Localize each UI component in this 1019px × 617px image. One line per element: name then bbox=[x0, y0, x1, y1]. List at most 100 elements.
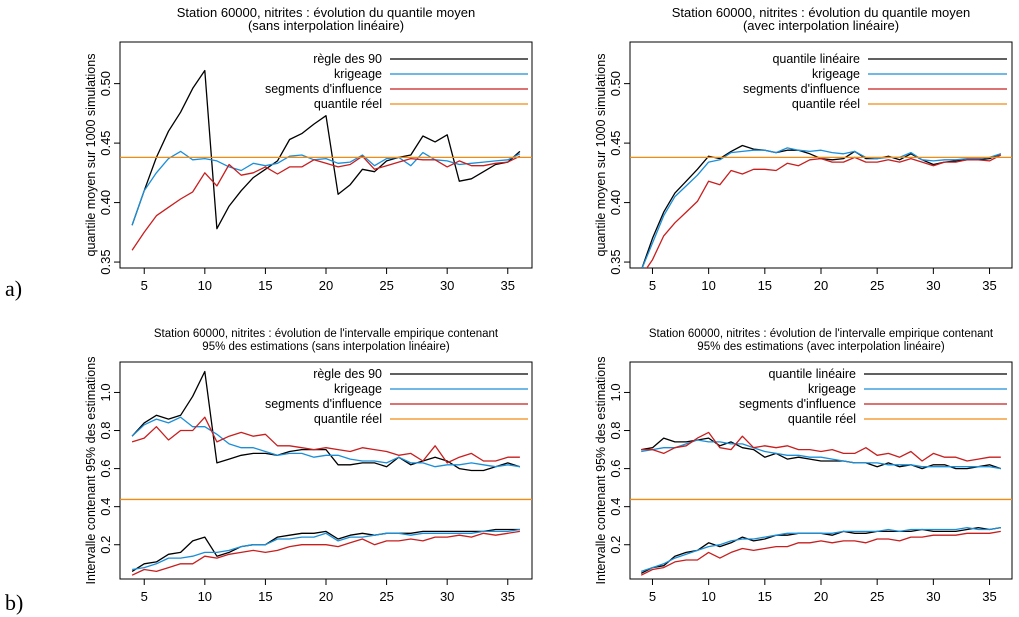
y-tick-label: 0.50 bbox=[608, 71, 623, 96]
x-tick-label: 35 bbox=[982, 278, 996, 293]
y-tick-label: 0.6 bbox=[98, 460, 113, 478]
legend-label: segments d'influence bbox=[739, 397, 856, 411]
series-line-segments-d-influence bbox=[646, 154, 1002, 268]
legend-label: quantile linéaire bbox=[768, 367, 856, 381]
chart-subtitle: 95% des estimations (sans interpolation … bbox=[202, 341, 450, 353]
x-tick-label: 25 bbox=[870, 589, 884, 604]
data-layer bbox=[630, 431, 1012, 576]
legend-label: quantile linéaire bbox=[772, 52, 860, 66]
x-tick-label: 5 bbox=[141, 278, 148, 293]
series-line-lower-bound bbox=[640, 526, 1001, 574]
series-line-quantile-lin-aire bbox=[641, 144, 1002, 268]
legend-label: quantile réel bbox=[314, 97, 382, 111]
x-tick-label: 25 bbox=[379, 278, 393, 293]
y-tick-label: 1.0 bbox=[98, 383, 113, 401]
x-tick-label: 25 bbox=[379, 589, 393, 604]
y-tick-label: 0.2 bbox=[98, 536, 113, 554]
x-tick-label: 15 bbox=[258, 278, 272, 293]
y-tick-label: 0.6 bbox=[608, 460, 623, 478]
y-tick-label: 0.4 bbox=[98, 498, 113, 516]
series-line-krigeage bbox=[641, 439, 1001, 470]
series-line-quantile-lin-aire bbox=[641, 437, 1002, 470]
y-tick-label: 0.50 bbox=[98, 71, 113, 96]
x-tick-label: 15 bbox=[258, 589, 272, 604]
series-line-lower-bound bbox=[131, 528, 521, 571]
y-tick-label: 0.8 bbox=[98, 421, 113, 439]
legend-label: segments d'influence bbox=[265, 397, 382, 411]
x-tick-label: 15 bbox=[758, 278, 772, 293]
series-line-lower-bound bbox=[640, 526, 1001, 573]
legend-label: quantile réel bbox=[314, 412, 382, 426]
y-axis-label: quantile moyen sur 1000 simulations bbox=[84, 54, 98, 257]
y-tick-label: 0.35 bbox=[608, 249, 623, 274]
series-line-lower-bound bbox=[131, 528, 520, 572]
series-line-lower-bound bbox=[640, 530, 1001, 576]
data-layer bbox=[630, 144, 1012, 268]
panel-label-b: b) bbox=[5, 590, 24, 615]
x-tick-label: 30 bbox=[440, 589, 454, 604]
x-tick-label: 10 bbox=[701, 589, 715, 604]
plot-frame bbox=[119, 41, 533, 269]
y-tick-label: 0.35 bbox=[98, 249, 113, 274]
x-tick-label: 30 bbox=[926, 589, 940, 604]
x-tick-label: 10 bbox=[701, 278, 715, 293]
legend-label: quantile réel bbox=[788, 412, 856, 426]
legend-label: quantile réel bbox=[792, 97, 860, 111]
x-tick-label: 15 bbox=[758, 589, 772, 604]
panel-label-a: a) bbox=[5, 276, 23, 301]
x-tick-label: 20 bbox=[814, 278, 828, 293]
x-tick-label: 5 bbox=[649, 278, 656, 293]
chart-2: Station 60000, nitrites : évolution du q… bbox=[594, 5, 1013, 293]
series-line-segments-d-influence bbox=[131, 155, 521, 251]
series-line-r-gle-des-90 bbox=[131, 370, 521, 472]
chart-3: Station 60000, nitrites : évolution de l… bbox=[84, 328, 533, 604]
x-tick-label: 30 bbox=[440, 278, 454, 293]
x-tick-label: 35 bbox=[501, 589, 515, 604]
legend-label: segments d'influence bbox=[743, 82, 860, 96]
x-tick-label: 5 bbox=[649, 589, 656, 604]
data-layer bbox=[120, 69, 532, 251]
series-line-segments-d-influence bbox=[131, 416, 520, 464]
chart-subtitle: 95% des estimations (avec interpolation … bbox=[697, 341, 945, 353]
y-tick-label: 0.40 bbox=[98, 190, 113, 215]
chart-subtitle: (avec interpolation linéaire) bbox=[743, 18, 899, 33]
y-tick-label: 1.0 bbox=[608, 383, 623, 401]
series-line-r-gle-des-90 bbox=[131, 69, 521, 230]
legend-label: krigeage bbox=[334, 382, 382, 396]
chart-subtitle: (sans interpolation linéaire) bbox=[248, 18, 404, 33]
legend-label: krigeage bbox=[808, 382, 856, 396]
legend-label: règle des 90 bbox=[313, 367, 382, 381]
chart-title: Station 60000, nitrites : évolution du q… bbox=[177, 5, 475, 20]
legend-label: krigeage bbox=[334, 67, 382, 81]
chart-title: Station 60000, nitrites : évolution du q… bbox=[672, 5, 970, 20]
series-line-lower-bound bbox=[131, 530, 521, 576]
x-tick-label: 25 bbox=[870, 278, 884, 293]
x-tick-label: 20 bbox=[319, 278, 333, 293]
y-tick-label: 0.45 bbox=[98, 130, 113, 155]
series-line-segments-d-influence bbox=[641, 431, 1001, 462]
series-line-krigeage bbox=[641, 147, 1001, 268]
x-tick-label: 35 bbox=[501, 278, 515, 293]
x-tick-label: 20 bbox=[319, 589, 333, 604]
legend-label: segments d'influence bbox=[265, 82, 382, 96]
x-tick-label: 10 bbox=[198, 589, 212, 604]
data-layer bbox=[120, 370, 532, 576]
y-tick-label: 0.40 bbox=[608, 190, 623, 215]
y-axis-label: Intervalle contenant 95% des estimations bbox=[84, 357, 98, 585]
legend-label: règle des 90 bbox=[313, 52, 382, 66]
x-tick-label: 30 bbox=[926, 278, 940, 293]
legend-label: krigeage bbox=[812, 67, 860, 81]
x-tick-label: 20 bbox=[814, 589, 828, 604]
chart-4: Station 60000, nitrites : évolution de l… bbox=[594, 328, 1013, 604]
y-tick-label: 0.2 bbox=[608, 536, 623, 554]
x-tick-label: 10 bbox=[198, 278, 212, 293]
chart-title: Station 60000, nitrites : évolution de l… bbox=[154, 328, 499, 340]
y-tick-label: 0.8 bbox=[608, 421, 623, 439]
chart-1: Station 60000, nitrites : évolution du q… bbox=[84, 5, 533, 293]
x-tick-label: 35 bbox=[982, 589, 996, 604]
